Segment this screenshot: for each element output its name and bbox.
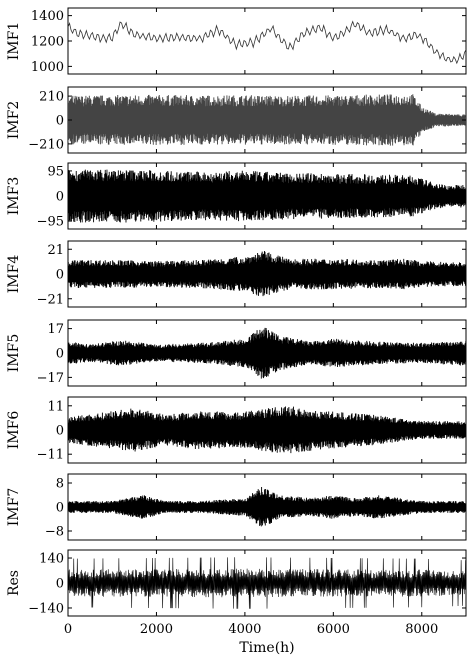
y-tick-label: −140	[28, 601, 64, 616]
y-tick-label: 17	[47, 322, 64, 337]
series-line-imf4	[68, 251, 466, 297]
panel-imf3: −95 0 95 IMF3	[6, 162, 467, 230]
x-tick-label: 4000	[228, 622, 261, 637]
x-tick-label: 2000	[140, 622, 173, 637]
y-tick-label: −95	[37, 215, 64, 230]
y-tick-label: 210	[39, 90, 64, 105]
x-tick-label: 0	[64, 622, 72, 637]
panel-res: −140 0 140 Res	[6, 549, 467, 617]
y-tick-label: 95	[47, 164, 64, 179]
panel-imf1: 1000 1200 1400 IMF1	[6, 7, 467, 75]
series-line-imf1	[68, 20, 466, 65]
y-tick-label: 8	[56, 477, 64, 492]
series-line-res	[68, 557, 466, 609]
series-line-imf2	[68, 94, 466, 146]
panel-label-imf4: IMF4	[6, 255, 22, 294]
x-tick-label: 6000	[317, 622, 350, 637]
y-tick-label: −17	[37, 371, 64, 386]
y-tick-label: −21	[37, 292, 64, 307]
panel-label-imf3: IMF3	[6, 177, 22, 216]
panel-imf4: −21 0 21 IMF4	[6, 240, 467, 308]
y-tick-label: 140	[39, 552, 64, 567]
y-tick-label: 0	[56, 114, 64, 129]
panel-imf6: −11 0 11 IMF6	[6, 396, 467, 464]
panel-imf5: −17 0 17 IMF5	[6, 319, 467, 387]
y-tick-label: 11	[47, 399, 64, 414]
series-line-imf6	[68, 406, 466, 454]
y-tick-label: 0	[56, 268, 64, 283]
panel-label-imf6: IMF6	[6, 411, 22, 450]
panel-label-imf5: IMF5	[6, 334, 22, 373]
y-tick-label: 1000	[31, 60, 64, 75]
panel-label-imf7: IMF7	[6, 488, 22, 527]
panel-imf2: −210 0 210 IMF2	[6, 86, 467, 154]
y-tick-label: 0	[56, 347, 64, 362]
series-line-imf7	[68, 486, 466, 527]
y-tick-label: 21	[47, 243, 64, 258]
series-line-imf5	[68, 327, 466, 379]
y-tick-label: −11	[37, 448, 64, 463]
y-tick-label: 1200	[31, 35, 64, 50]
x-tick-label: 8000	[405, 622, 438, 637]
y-tick-label: 0	[56, 190, 64, 205]
y-tick-label: 1400	[31, 9, 64, 24]
y-tick-label: 0	[56, 424, 64, 439]
panel-label-imf1: IMF1	[6, 22, 22, 61]
y-tick-label: −210	[28, 137, 64, 152]
y-tick-label: 0	[56, 501, 64, 516]
y-tick-label: 0	[56, 577, 64, 592]
panel-imf7: −8 0 8 IMF7	[6, 473, 467, 541]
panel-label-imf2: IMF2	[6, 101, 22, 140]
x-axis-label: Time(h)	[239, 640, 294, 656]
series-line-imf3	[68, 169, 466, 223]
panel-label-res: Res	[6, 570, 22, 596]
y-tick-label: −8	[45, 525, 64, 540]
